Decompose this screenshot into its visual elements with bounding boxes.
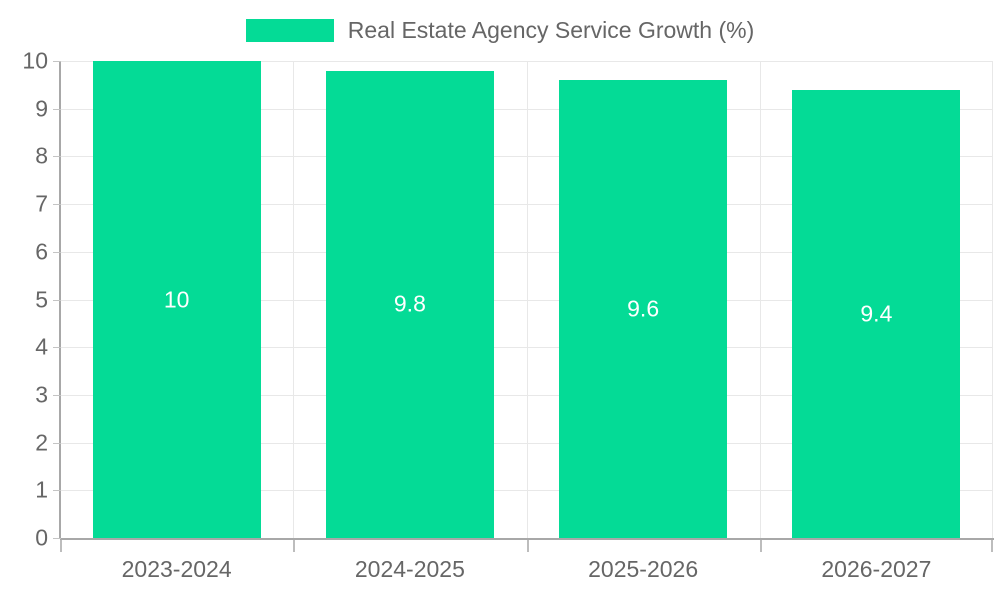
y-tick-mark <box>53 299 61 301</box>
y-tick-mark <box>53 61 61 62</box>
y-tick-label: 9 <box>35 95 48 122</box>
y-tick-label: 7 <box>35 190 48 217</box>
y-tick-mark <box>53 394 61 396</box>
x-tick-mark <box>293 540 296 552</box>
x-tick-label: 2024-2025 <box>354 556 465 582</box>
bar[interactable] <box>559 80 728 538</box>
gridline-x <box>526 61 528 538</box>
bar-value-label: 9.8 <box>393 290 426 317</box>
legend-color-swatch[interactable] <box>245 18 334 42</box>
y-tick-label: 3 <box>35 381 48 408</box>
y-tick-label: 8 <box>35 142 48 169</box>
y-tick-label: 10 <box>22 47 48 74</box>
bar-value-label: 10 <box>163 286 190 312</box>
gridline-x <box>293 61 295 538</box>
x-axis-line <box>60 538 994 540</box>
y-tick-label: 5 <box>35 286 48 312</box>
plot-right-border <box>992 61 993 538</box>
bar[interactable] <box>325 70 494 538</box>
y-tick-mark <box>53 490 61 492</box>
y-tick-mark <box>53 204 61 206</box>
y-tick-mark <box>53 251 61 253</box>
gridline-x <box>759 61 761 538</box>
x-tick-label: 2025-2026 <box>588 556 699 582</box>
legend-label-real-estate-agency-service-growth[interactable]: Real Estate Agency Service Growth (%) <box>347 16 755 43</box>
y-tick-mark <box>53 347 61 349</box>
x-tick-mark <box>60 540 62 552</box>
x-tick-mark <box>759 540 762 552</box>
bar-value-label: 9.6 <box>627 295 660 322</box>
chart-legend: Real Estate Agency Service Growth (%) <box>0 12 1000 48</box>
y-tick-label: 1 <box>35 476 48 503</box>
x-tick-label: 2023-2024 <box>121 556 232 582</box>
y-tick-label: 6 <box>35 238 48 265</box>
y-tick-mark <box>53 156 61 158</box>
y-axis-tick-labels: 10 9 8 7 6 5 4 3 2 1 0 <box>0 0 48 600</box>
y-tick-label: 4 <box>35 333 48 360</box>
x-tick-mark <box>526 540 529 552</box>
x-tick-label: 2026-2027 <box>821 556 932 582</box>
y-tick-label: 0 <box>35 524 48 551</box>
bar-value-label: 9.4 <box>860 300 893 327</box>
bar[interactable] <box>792 89 961 538</box>
x-tick-mark <box>991 540 993 552</box>
y-tick-mark <box>53 538 61 539</box>
y-tick-mark <box>53 442 61 444</box>
plot-area: 10 9.8 9.6 9.4 <box>60 61 993 539</box>
bar[interactable] <box>92 61 261 538</box>
y-tick-mark <box>53 108 61 110</box>
y-tick-label: 2 <box>35 429 48 456</box>
